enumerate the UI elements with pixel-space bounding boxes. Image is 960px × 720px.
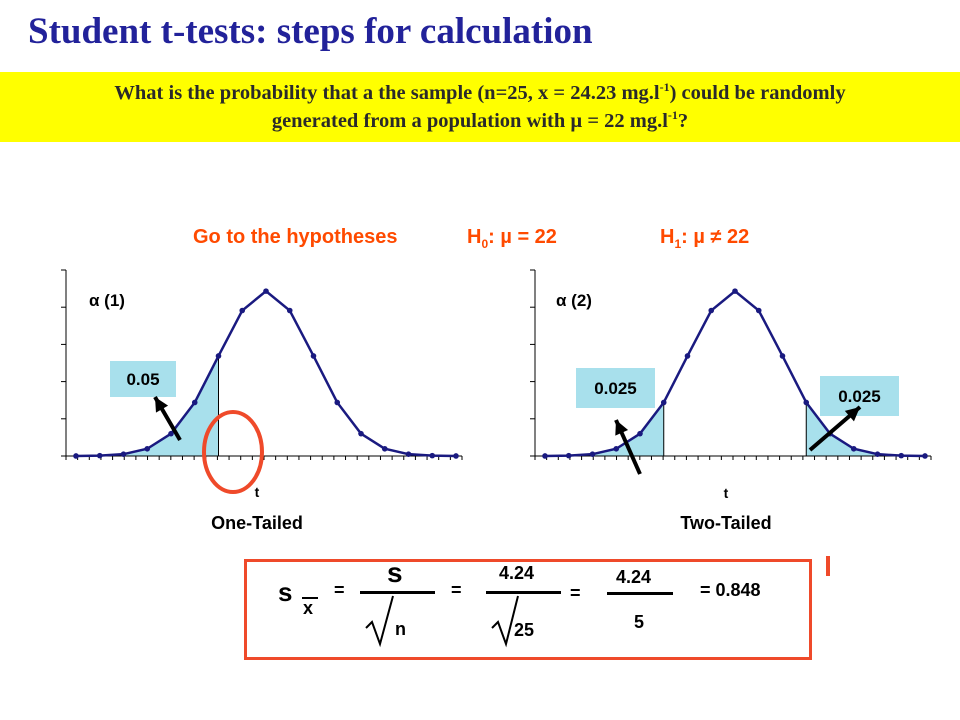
data-point	[453, 453, 459, 459]
data-point	[286, 307, 293, 314]
x-axis-label: t	[255, 484, 260, 500]
accent-marker	[826, 556, 830, 576]
goto-hypotheses-text: Go to the hypotheses	[193, 226, 398, 248]
question-line2-a: generated from a population with µ = 22 …	[271, 110, 668, 132]
chart-caption: One-Tailed	[211, 513, 303, 533]
data-point	[589, 451, 596, 457]
data-point	[310, 353, 317, 359]
formula-equals-3: =	[570, 583, 581, 603]
formula-denominator-n: n	[395, 619, 406, 639]
data-point	[96, 452, 103, 459]
arrow-head	[844, 407, 860, 422]
question-line1-a: What is the probability that a the sampl…	[114, 82, 660, 104]
data-point	[874, 451, 881, 457]
arrow-head	[155, 397, 169, 413]
data-point	[215, 353, 222, 359]
data-point	[922, 453, 928, 459]
null-hypothesis: H0: µ = 22	[467, 226, 557, 251]
data-point	[191, 399, 198, 406]
x-axis-label: t	[724, 485, 729, 501]
data-point	[73, 453, 79, 459]
data-point	[613, 445, 620, 452]
question-line1-b: ) could be randomly	[669, 82, 846, 104]
standard-error-formula-box	[244, 559, 812, 660]
formula-x-subscript: x	[303, 598, 314, 618]
alpha-label: α (1)	[89, 291, 125, 310]
chart-1	[61, 269, 463, 494]
data-point	[803, 399, 810, 406]
formula-denominator-3: 5	[634, 612, 645, 632]
formula-numerator-s: s	[387, 557, 403, 588]
data-point	[708, 307, 715, 314]
question-banner: What is the probability that a the sampl…	[0, 72, 960, 142]
alternative-hypothesis: H1: µ ≠ 22	[660, 226, 749, 251]
chart-2	[530, 269, 932, 475]
formula-result: = 0.848	[700, 580, 761, 600]
formula-numerator-2: 4.24	[499, 563, 535, 583]
h1-letter: H	[660, 226, 675, 248]
probability-label: 0.025	[838, 387, 881, 406]
page-title: Student t-tests: steps for calculation	[28, 11, 593, 52]
probability-label: 0.05	[126, 370, 159, 389]
data-point	[429, 452, 436, 459]
probability-box	[576, 368, 655, 408]
probability-label: 0.025	[594, 379, 637, 398]
data-point	[239, 307, 246, 314]
highlight-circle	[202, 410, 264, 494]
arrow-head	[615, 420, 629, 436]
data-point	[684, 353, 691, 359]
data-point	[168, 430, 174, 437]
fraction-bar-3	[607, 592, 673, 595]
alpha-label: α (2)	[556, 291, 592, 310]
sqrt-symbol-2	[491, 595, 519, 648]
h0-statement: : µ = 22	[488, 226, 557, 248]
data-point	[732, 288, 738, 294]
fraction-bar-1	[360, 591, 435, 594]
formula-s-symbol: s	[278, 577, 293, 607]
data-point	[334, 399, 341, 406]
data-point	[660, 399, 667, 406]
data-point	[381, 445, 388, 452]
h0-letter: H	[467, 226, 482, 248]
data-point	[637, 430, 643, 437]
data-point	[144, 445, 151, 452]
chart-caption: Two-Tailed	[680, 513, 771, 533]
formula-equals-1: =	[334, 580, 345, 600]
sqrt-symbol-1	[365, 595, 394, 648]
data-point	[405, 451, 412, 457]
question-sup-1: -1	[659, 80, 670, 95]
h1-statement: : µ ≠ 22	[681, 226, 750, 248]
formula-denominator-2: 25	[514, 620, 535, 640]
data-point	[358, 430, 364, 437]
fraction-bar-2	[486, 591, 561, 594]
data-point	[898, 452, 905, 459]
question-line2-b: ?	[677, 110, 689, 132]
data-point	[263, 288, 269, 294]
formula-equals-2: =	[451, 580, 462, 600]
data-point	[565, 452, 572, 459]
h0-subscript: 0	[481, 237, 489, 251]
data-point	[779, 353, 786, 359]
data-point	[755, 307, 762, 314]
h1-subscript: 1	[674, 237, 682, 251]
question-sup-2: -1	[667, 108, 678, 123]
data-point	[542, 453, 548, 459]
probability-box	[110, 361, 176, 397]
x-bar-line	[302, 597, 318, 599]
formula-numerator-3: 4.24	[616, 567, 652, 587]
data-point	[120, 451, 127, 457]
data-point	[850, 445, 857, 452]
